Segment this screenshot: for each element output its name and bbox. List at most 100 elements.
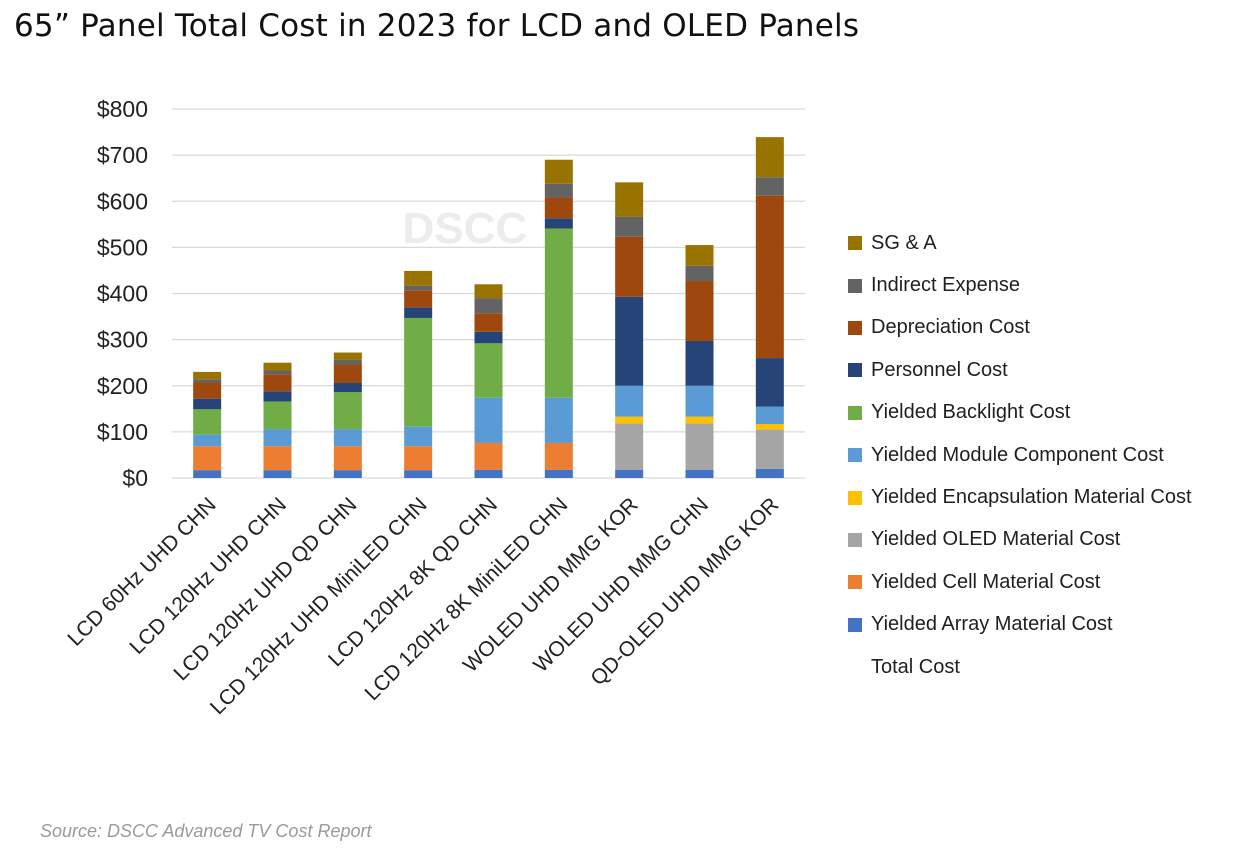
- bar-segment: [544, 442, 573, 470]
- bar-segment: [333, 446, 362, 471]
- y-tick-label: $100: [97, 419, 148, 445]
- bar-stack: [263, 362, 292, 478]
- bar-segment: [615, 216, 644, 237]
- bar-segment: [544, 397, 573, 443]
- legend-item: Yielded Cell Material Cost: [848, 561, 1192, 603]
- page-title: 65” Panel Total Cost in 2023 for LCD and…: [14, 8, 860, 44]
- legend-item: Depreciation Cost: [848, 307, 1192, 349]
- bar-stack: [474, 284, 503, 478]
- bar-segment: [474, 469, 503, 478]
- bar-segment: [615, 423, 644, 470]
- bar-segment: [193, 409, 222, 435]
- bar-segment: [263, 429, 292, 447]
- bar-segment: [263, 401, 292, 430]
- bar-segment: [404, 270, 433, 286]
- legend-swatch: [848, 490, 862, 505]
- bar-segment: [685, 416, 714, 424]
- bar-segment: [755, 468, 784, 478]
- bar-segment: [615, 182, 644, 217]
- y-tick-label: $0: [122, 465, 148, 491]
- bar-segment: [685, 341, 714, 386]
- bar-segment: [474, 284, 503, 299]
- y-tick-label: $200: [97, 373, 148, 399]
- legend-label: Total Cost: [871, 655, 960, 678]
- y-tick-label: $600: [97, 188, 148, 214]
- bar-segment: [474, 331, 503, 344]
- bar-segment: [755, 424, 784, 430]
- legend-swatch: [848, 363, 862, 378]
- legend-item: SG & A: [848, 222, 1192, 264]
- bar-segment: [685, 281, 714, 342]
- y-tick-label: $800: [97, 96, 148, 122]
- legend-swatch: [848, 532, 862, 547]
- bar-segment: [615, 296, 644, 386]
- legend-item: Yielded Backlight Cost: [848, 392, 1192, 434]
- legend-label: Yielded Backlight Cost: [871, 401, 1071, 424]
- bar-segment: [615, 236, 644, 297]
- bar-segment: [193, 382, 222, 399]
- bar-segment: [544, 228, 573, 398]
- bar-segment: [193, 434, 222, 447]
- bar-segment: [615, 385, 644, 417]
- bar-segment: [685, 245, 714, 266]
- bar-segment: [333, 392, 362, 430]
- y-tick-label: $400: [97, 281, 148, 307]
- bar-segment: [544, 197, 573, 219]
- bar-segment: [263, 446, 292, 471]
- bar-segment: [193, 470, 222, 478]
- bar-segment: [615, 469, 644, 478]
- legend-label: Yielded Module Component Cost: [871, 443, 1164, 466]
- bar-segment: [755, 358, 784, 407]
- bar-stack: [404, 270, 433, 478]
- bar-segment: [333, 470, 362, 478]
- bar-segment: [404, 307, 433, 318]
- bar-segment: [193, 398, 222, 410]
- legend-swatch: [848, 320, 862, 335]
- bar-segment: [544, 159, 573, 184]
- legend-item: Yielded OLED Material Cost: [848, 519, 1192, 561]
- bar-segment: [404, 317, 433, 427]
- bar-segment: [474, 298, 503, 314]
- y-tick-label: $500: [97, 234, 148, 260]
- bar-segment: [404, 470, 433, 478]
- bar-segment: [263, 370, 292, 375]
- bar-segment: [615, 416, 644, 424]
- bar-segment: [685, 265, 714, 282]
- legend-swatch: [848, 448, 862, 463]
- bar-segment: [404, 426, 433, 447]
- bar-segment: [755, 177, 784, 196]
- bar-stack: [615, 182, 644, 478]
- bar-segment: [755, 406, 784, 425]
- bar-segment: [544, 469, 573, 478]
- bar-segment: [333, 382, 362, 393]
- legend-swatch: [848, 660, 862, 674]
- bar-segment: [544, 218, 573, 229]
- legend-label: Indirect Expense: [871, 274, 1020, 297]
- bar-segment: [193, 371, 222, 380]
- bar-stack: [685, 245, 714, 478]
- legend-label: Yielded Encapsulation Material Cost: [871, 486, 1192, 509]
- bar-segment: [263, 362, 292, 371]
- bar-stack: [333, 352, 362, 478]
- bar-segment: [755, 429, 784, 469]
- bar-segment: [474, 313, 503, 332]
- bar-segment: [404, 285, 433, 291]
- legend-label: Depreciation Cost: [871, 316, 1030, 339]
- bar-segment: [193, 446, 222, 471]
- bar-segment: [404, 446, 433, 471]
- legend-label: Yielded Cell Material Cost: [871, 570, 1101, 593]
- bar-segment: [685, 469, 714, 478]
- watermark: DSCC: [403, 204, 528, 253]
- y-tick-label: $700: [97, 142, 148, 168]
- bar-segment: [333, 364, 362, 383]
- bar-segment: [474, 397, 503, 443]
- legend-swatch: [848, 575, 862, 590]
- bar-segment: [755, 137, 784, 178]
- bar-segment: [333, 429, 362, 447]
- legend-label: Yielded Array Material Cost: [871, 613, 1113, 636]
- bar-segment: [685, 423, 714, 470]
- bar-segment: [404, 290, 433, 308]
- legend-swatch: [848, 405, 862, 420]
